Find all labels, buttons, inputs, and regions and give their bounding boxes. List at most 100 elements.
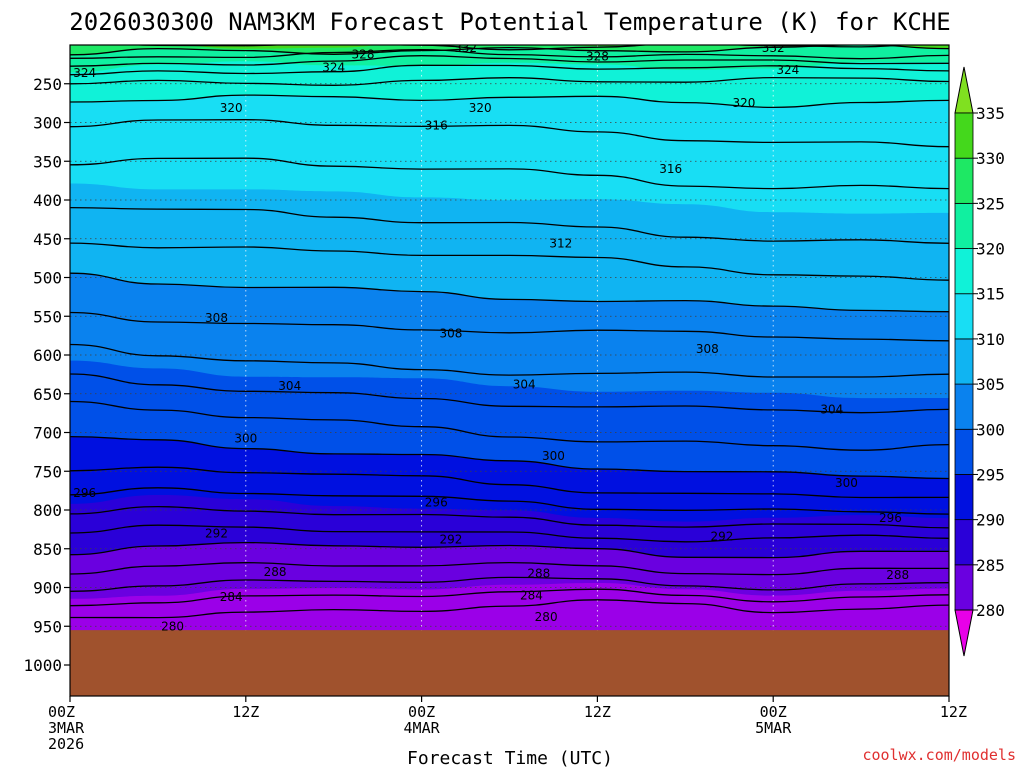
contour-288K: [70, 561, 949, 576]
contour-302K: [70, 400, 949, 451]
colorbar-swatch-330: [954, 112, 974, 159]
colorbar-label-325: 325: [976, 194, 1005, 213]
y-tick-label-700: 700: [33, 424, 62, 443]
contour-label-308: 308: [696, 342, 719, 356]
contour-label-300: 300: [542, 449, 565, 463]
contour-300K: [70, 435, 949, 480]
y-tick-label-550: 550: [33, 307, 62, 326]
y-tick-label-600: 600: [33, 346, 62, 365]
colorbar-swatch-310: [954, 293, 974, 340]
x-tick-label-60-1: 12Z: [940, 703, 967, 721]
contour-314K: [70, 206, 949, 244]
colorbar-label-320: 320: [976, 240, 1005, 259]
contour-330K: [70, 45, 949, 56]
contour-label-296: 296: [425, 495, 448, 509]
y-tick-label-950: 950: [33, 617, 62, 636]
x-tick-label-48-2: 5MAR: [755, 719, 792, 737]
colorbar-high-arrow: [954, 66, 974, 114]
colorbar-swatch-315: [954, 248, 974, 295]
colorbar-swatch-285: [954, 519, 974, 566]
contour-292K: [70, 524, 949, 543]
contour-label-332: 332: [454, 41, 477, 55]
contour-label-316: 316: [425, 119, 448, 133]
y-tick-label-400: 400: [33, 191, 62, 210]
contour-label-308: 308: [205, 311, 228, 325]
colorbar-swatch-280: [954, 564, 974, 611]
y-tick-label-750: 750: [33, 462, 62, 481]
contour-304K: [70, 373, 949, 414]
colorbar-label-315: 315: [976, 285, 1005, 304]
contour-label-296: 296: [73, 486, 96, 500]
x-tick-label-12-1: 12Z: [232, 703, 259, 721]
y-tick-label-300: 300: [33, 114, 62, 133]
contour-label-316: 316: [659, 162, 682, 176]
colorbar-swatch-305: [954, 338, 974, 385]
chart-title: 2026030300 NAM3KM Forecast Potential Tem…: [69, 8, 950, 36]
colorbar-label-280: 280: [976, 601, 1005, 620]
contour-label-320: 320: [469, 101, 492, 115]
contour-label-300: 300: [835, 476, 858, 490]
contour-label-296: 296: [879, 511, 902, 525]
y-tick-label-1000: 1000: [23, 656, 62, 675]
contour-label-284: 284: [220, 590, 243, 604]
contour-332K: [127, 45, 906, 51]
contour-label-292: 292: [439, 532, 462, 546]
x-axis-label: Forecast Time (UTC): [407, 748, 613, 768]
contour-284K: [70, 588, 949, 607]
contour-328K: [70, 48, 949, 60]
contour-320K: [70, 94, 949, 109]
contour-296K: [70, 487, 949, 515]
contour-label-280: 280: [535, 610, 558, 624]
colorbar-label-290: 290: [976, 511, 1005, 530]
contour-label-304: 304: [820, 402, 843, 416]
contour-label-292: 292: [205, 526, 228, 540]
contour-316K: [70, 157, 949, 190]
contour-286K: [70, 576, 949, 592]
contour-label-320: 320: [732, 96, 755, 110]
y-tick-label-250: 250: [33, 75, 62, 94]
colorbar-swatch-300: [954, 383, 974, 430]
contour-294K: [70, 505, 949, 529]
y-axis-pressure-ticks: 250 300 350 400 450 500 550 600 650 700 750 800 850 9…: [23, 75, 70, 675]
contour-318K: [70, 119, 949, 148]
contour-label-320: 320: [220, 101, 243, 115]
theta-fill-bands: [70, 45, 949, 696]
contour-label-280: 280: [161, 619, 184, 633]
contour-label-288: 288: [527, 567, 550, 581]
colorbar-label-295: 295: [976, 465, 1005, 484]
y-tick-label-500: 500: [33, 269, 62, 288]
y-tick-label-450: 450: [33, 230, 62, 249]
colorbar-label-305: 305: [976, 375, 1005, 394]
contour-label-324: 324: [73, 66, 96, 80]
contour-label-328: 328: [586, 50, 609, 64]
theta-contour-lines: [70, 45, 949, 696]
colorbar-label-285: 285: [976, 556, 1005, 575]
colorbar-label-330: 330: [976, 149, 1005, 168]
y-tick-label-900: 900: [33, 579, 62, 598]
contour-label-300: 300: [234, 432, 257, 446]
x-tick-label-0-3: 2026: [48, 735, 84, 753]
y-tick-label-800: 800: [33, 501, 62, 520]
x-tick-label-24-2: 4MAR: [404, 719, 441, 737]
x-tick-label-24-1: 00Z: [408, 703, 435, 721]
contour-labels: 280 280 284 284 288 288 288 292 292 292 296 296 296 3…: [73, 41, 909, 633]
colorbar-swatch-325: [954, 157, 974, 204]
contour-324K: [70, 64, 949, 76]
colorbar-swatch-290: [954, 474, 974, 521]
colorbar: 280 285 290 295 300 305 310 315 320 325 330 335: [954, 66, 1005, 657]
contour-label-332: 332: [762, 41, 785, 55]
contour-label-292: 292: [710, 529, 733, 543]
contour-label-324: 324: [322, 60, 345, 74]
colorbar-low-arrow: [954, 609, 974, 657]
band-335K: [70, 45, 949, 50]
contour-label-304: 304: [278, 379, 301, 393]
contour-306K: [70, 343, 949, 378]
contour-label-288: 288: [886, 568, 909, 582]
ground-below-surface: [70, 630, 949, 696]
contour-326K: [70, 55, 949, 67]
credit-link[interactable]: coolwx.com/models: [862, 746, 1016, 764]
x-tick-label-36-1: 12Z: [584, 703, 611, 721]
colorbar-label-300: 300: [976, 420, 1005, 439]
